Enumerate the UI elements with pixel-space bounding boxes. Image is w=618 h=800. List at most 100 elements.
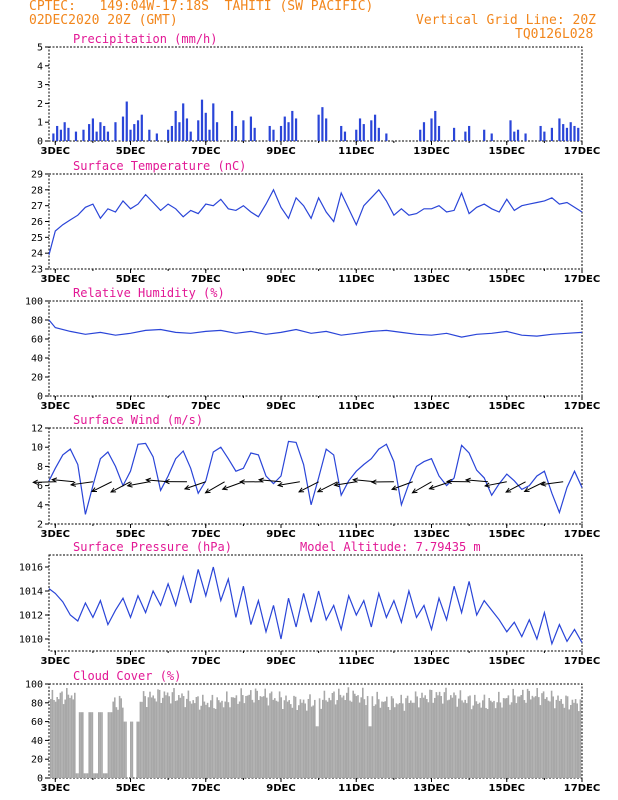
- cloud-bar: [554, 708, 556, 778]
- cloud-bar: [358, 702, 361, 778]
- cloud-bar: [533, 697, 535, 778]
- precip-bar: [377, 127, 380, 141]
- wind-arrow-head: [298, 487, 305, 493]
- wind-arrow-shaft: [298, 481, 319, 493]
- cloud-bar: [454, 695, 457, 778]
- pressure-line: [48, 566, 583, 646]
- cloud-bar: [413, 702, 415, 778]
- cloud-bar: [174, 700, 177, 778]
- precip-bar: [133, 124, 136, 141]
- cloud-bar: [99, 712, 102, 778]
- cloud-bar: [85, 773, 87, 778]
- cloud-bar: [464, 699, 466, 778]
- cloud-bar: [58, 699, 60, 778]
- wind-arrow-head: [445, 478, 452, 485]
- cloud-bar: [302, 699, 305, 778]
- cloud-bar: [325, 700, 327, 778]
- precip-bar: [215, 122, 219, 141]
- cloud-bar: [328, 697, 330, 778]
- cloud-bar: [152, 695, 154, 778]
- cloud-bar: [485, 707, 487, 778]
- cloud-bar: [192, 700, 194, 778]
- cloud-bar: [424, 695, 426, 778]
- temp-xtick-label: 11DEC: [338, 274, 374, 285]
- precip-bar: [577, 127, 580, 141]
- cloud-bar: [570, 705, 572, 778]
- cloud-bar: [248, 694, 250, 778]
- precip-bar: [91, 118, 94, 141]
- wind-arrow-head: [126, 482, 133, 488]
- precip-xtick-label: 9DEC: [266, 146, 295, 157]
- precip-bar: [468, 125, 471, 141]
- cloud-bar: [475, 701, 478, 778]
- cloud-bar: [488, 697, 490, 778]
- cloud-bar: [206, 702, 209, 778]
- precip-bar: [483, 129, 486, 141]
- temp-ytick-label: 25: [31, 233, 43, 244]
- cloud-bar: [462, 702, 465, 778]
- wind-arrow-shaft: [71, 481, 93, 486]
- precip-bar: [430, 118, 433, 141]
- wind-arrow-shaft: [259, 479, 282, 483]
- cloud-bar: [234, 697, 236, 778]
- wind-arrow-shaft: [429, 481, 451, 490]
- cloud-bar: [262, 696, 265, 778]
- cloud-bar: [315, 726, 318, 778]
- precip-bar: [464, 131, 467, 141]
- header-model-id: TQ0126L028: [515, 27, 594, 42]
- temp-ytick-label: 26: [31, 217, 43, 228]
- precip-xtick-label: 7DEC: [191, 146, 220, 157]
- wind-ytick-label: 2: [37, 520, 43, 531]
- cloud-bar: [378, 699, 380, 778]
- cloud-bar: [384, 701, 386, 778]
- cloud-bar: [499, 702, 502, 778]
- cloud-bar: [357, 695, 359, 778]
- cloud-bar: [90, 712, 92, 778]
- cloud-bar: [509, 704, 511, 778]
- precip-ytick-label: 2: [37, 99, 43, 110]
- cloud-bar: [229, 707, 231, 778]
- cloud-title: Cloud Cover (%): [73, 669, 181, 683]
- cloud-bar: [170, 703, 172, 778]
- cloud-bar: [102, 773, 105, 778]
- cloud-bar: [214, 708, 217, 778]
- cloud-bar: [205, 704, 207, 778]
- cloud-bar: [403, 710, 406, 778]
- cloud-bar: [333, 691, 335, 778]
- cloud-bar: [286, 701, 289, 778]
- cloud-bar: [210, 700, 212, 778]
- cloud-bar: [141, 701, 143, 778]
- cloud-bar: [374, 704, 377, 778]
- cloud-bar: [110, 712, 113, 778]
- wind-arrow-head: [204, 488, 211, 494]
- cloud-bar: [362, 687, 364, 778]
- rh-ytick-label: 80: [31, 316, 43, 327]
- cloud-bar: [549, 701, 551, 778]
- cloud-bar: [307, 698, 310, 778]
- cloud-bar: [272, 699, 274, 778]
- precip-bar: [283, 116, 286, 141]
- cloud-bar: [555, 699, 558, 778]
- precip-ytick-label: 4: [37, 61, 43, 72]
- wind-xtick-label: 9DEC: [266, 529, 295, 540]
- cloud-bar: [571, 699, 574, 778]
- cloud-bar: [355, 696, 358, 778]
- cloud-bar: [389, 709, 391, 778]
- cloud-bar: [208, 707, 210, 778]
- cloud-bar: [427, 702, 430, 778]
- precip-bar: [208, 129, 211, 141]
- cloud-bar: [429, 689, 431, 778]
- cloud-bar: [118, 695, 121, 778]
- cloud-bar: [290, 704, 292, 778]
- cloud-xtick-label: 13DEC: [413, 783, 449, 794]
- cloud-bar: [458, 698, 460, 778]
- cloud-bar: [446, 700, 449, 778]
- cloud-bar: [301, 702, 303, 778]
- precip-bar: [279, 125, 283, 141]
- wind-arrow-head: [333, 481, 340, 488]
- cloud-bar: [411, 702, 414, 778]
- precip-bar: [155, 133, 158, 141]
- cloud-bar: [139, 701, 142, 778]
- cloud-xtick-label: 15DEC: [489, 783, 525, 794]
